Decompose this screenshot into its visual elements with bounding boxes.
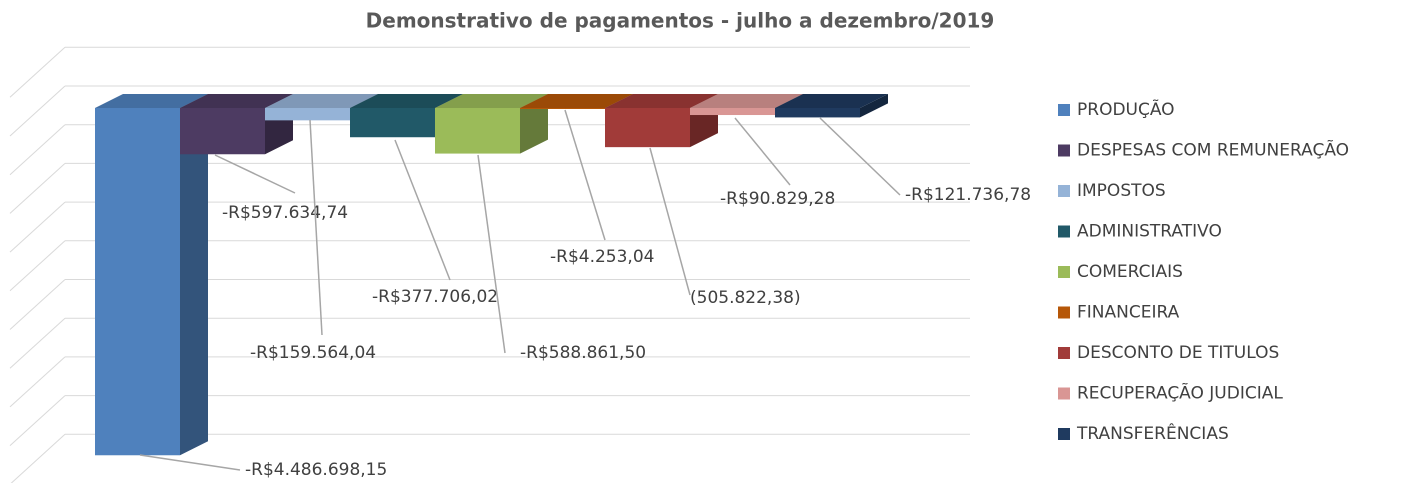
leader-line xyxy=(649,147,691,296)
legend-label: COMERCIAIS xyxy=(1077,262,1183,282)
bar xyxy=(435,108,520,154)
leader-line xyxy=(394,139,451,281)
legend-swatch xyxy=(1058,347,1070,359)
leader-line xyxy=(734,117,791,186)
bar xyxy=(350,108,435,138)
grid-line-side xyxy=(9,163,66,214)
legend-label: PRODUÇÃO xyxy=(1077,98,1175,120)
data-label: -R$4.486.698,15 xyxy=(245,460,387,480)
legend-swatch xyxy=(1058,185,1070,197)
bar-side xyxy=(860,94,888,118)
bar-top xyxy=(265,94,378,108)
leader-line xyxy=(309,119,323,336)
bar xyxy=(95,108,180,456)
data-label: (505.822,38) xyxy=(690,288,801,308)
bar-top xyxy=(350,94,463,108)
legend-label: ADMINISTRATIVO xyxy=(1077,222,1222,242)
bar-top xyxy=(435,94,548,108)
leader-line xyxy=(564,109,606,241)
data-label: -R$377.706,02 xyxy=(372,287,498,307)
bar-top xyxy=(775,94,888,108)
grid-line-side xyxy=(10,433,66,483)
grid-line-side xyxy=(9,124,66,176)
data-label: -R$90.829,28 xyxy=(720,189,835,209)
legend-label: FINANCEIRA xyxy=(1077,303,1180,323)
bar-top xyxy=(180,94,293,108)
legend-swatch xyxy=(1058,266,1070,278)
bar xyxy=(520,108,605,109)
legend-label: RECUPERAÇÃO JUDICIAL xyxy=(1077,382,1283,404)
data-label: -R$159.564,04 xyxy=(250,343,376,363)
bar xyxy=(775,108,860,118)
grid-line-side xyxy=(9,85,66,137)
grid-line-side xyxy=(9,240,66,292)
bar-top xyxy=(95,94,208,108)
bar-side xyxy=(180,94,208,456)
data-label: -R$588.861,50 xyxy=(520,343,646,363)
legend-swatch xyxy=(1058,225,1070,238)
bar xyxy=(605,108,690,148)
bar xyxy=(265,108,350,121)
bar-top xyxy=(605,94,718,108)
grid-line-side xyxy=(9,46,66,98)
legend-swatch xyxy=(1058,144,1070,157)
grid-line-side xyxy=(9,279,66,330)
bar-top xyxy=(690,94,803,108)
leader-line xyxy=(477,154,506,354)
legend-swatch xyxy=(1058,428,1070,440)
legend-label: DESCONTO DE TITULOS xyxy=(1077,343,1279,363)
legend-swatch xyxy=(1058,306,1070,319)
grid-line-side xyxy=(9,356,66,408)
leader-line xyxy=(139,454,241,471)
legend-label: IMPOSTOS xyxy=(1077,181,1166,201)
grid-line-side xyxy=(9,201,66,253)
leader-line xyxy=(214,154,296,194)
legend-label: TRANSFERÊNCIAS xyxy=(1076,422,1229,444)
bar-top xyxy=(520,94,633,108)
data-label: -R$4.253,04 xyxy=(550,247,654,267)
grid-line-side xyxy=(9,395,66,446)
leader-line xyxy=(819,117,901,196)
chart-title: Demonstrativo de pagamentos - julho a de… xyxy=(366,9,995,33)
bar xyxy=(180,108,265,155)
legend-swatch xyxy=(1058,387,1070,400)
data-label: -R$121.736,78 xyxy=(905,185,1031,205)
grid-line-side xyxy=(9,317,66,369)
bar xyxy=(690,108,775,116)
data-label: -R$597.634,74 xyxy=(222,203,348,223)
legend-label: DESPESAS COM REMUNERAÇÃO xyxy=(1077,139,1349,161)
legend-swatch xyxy=(1058,104,1070,116)
